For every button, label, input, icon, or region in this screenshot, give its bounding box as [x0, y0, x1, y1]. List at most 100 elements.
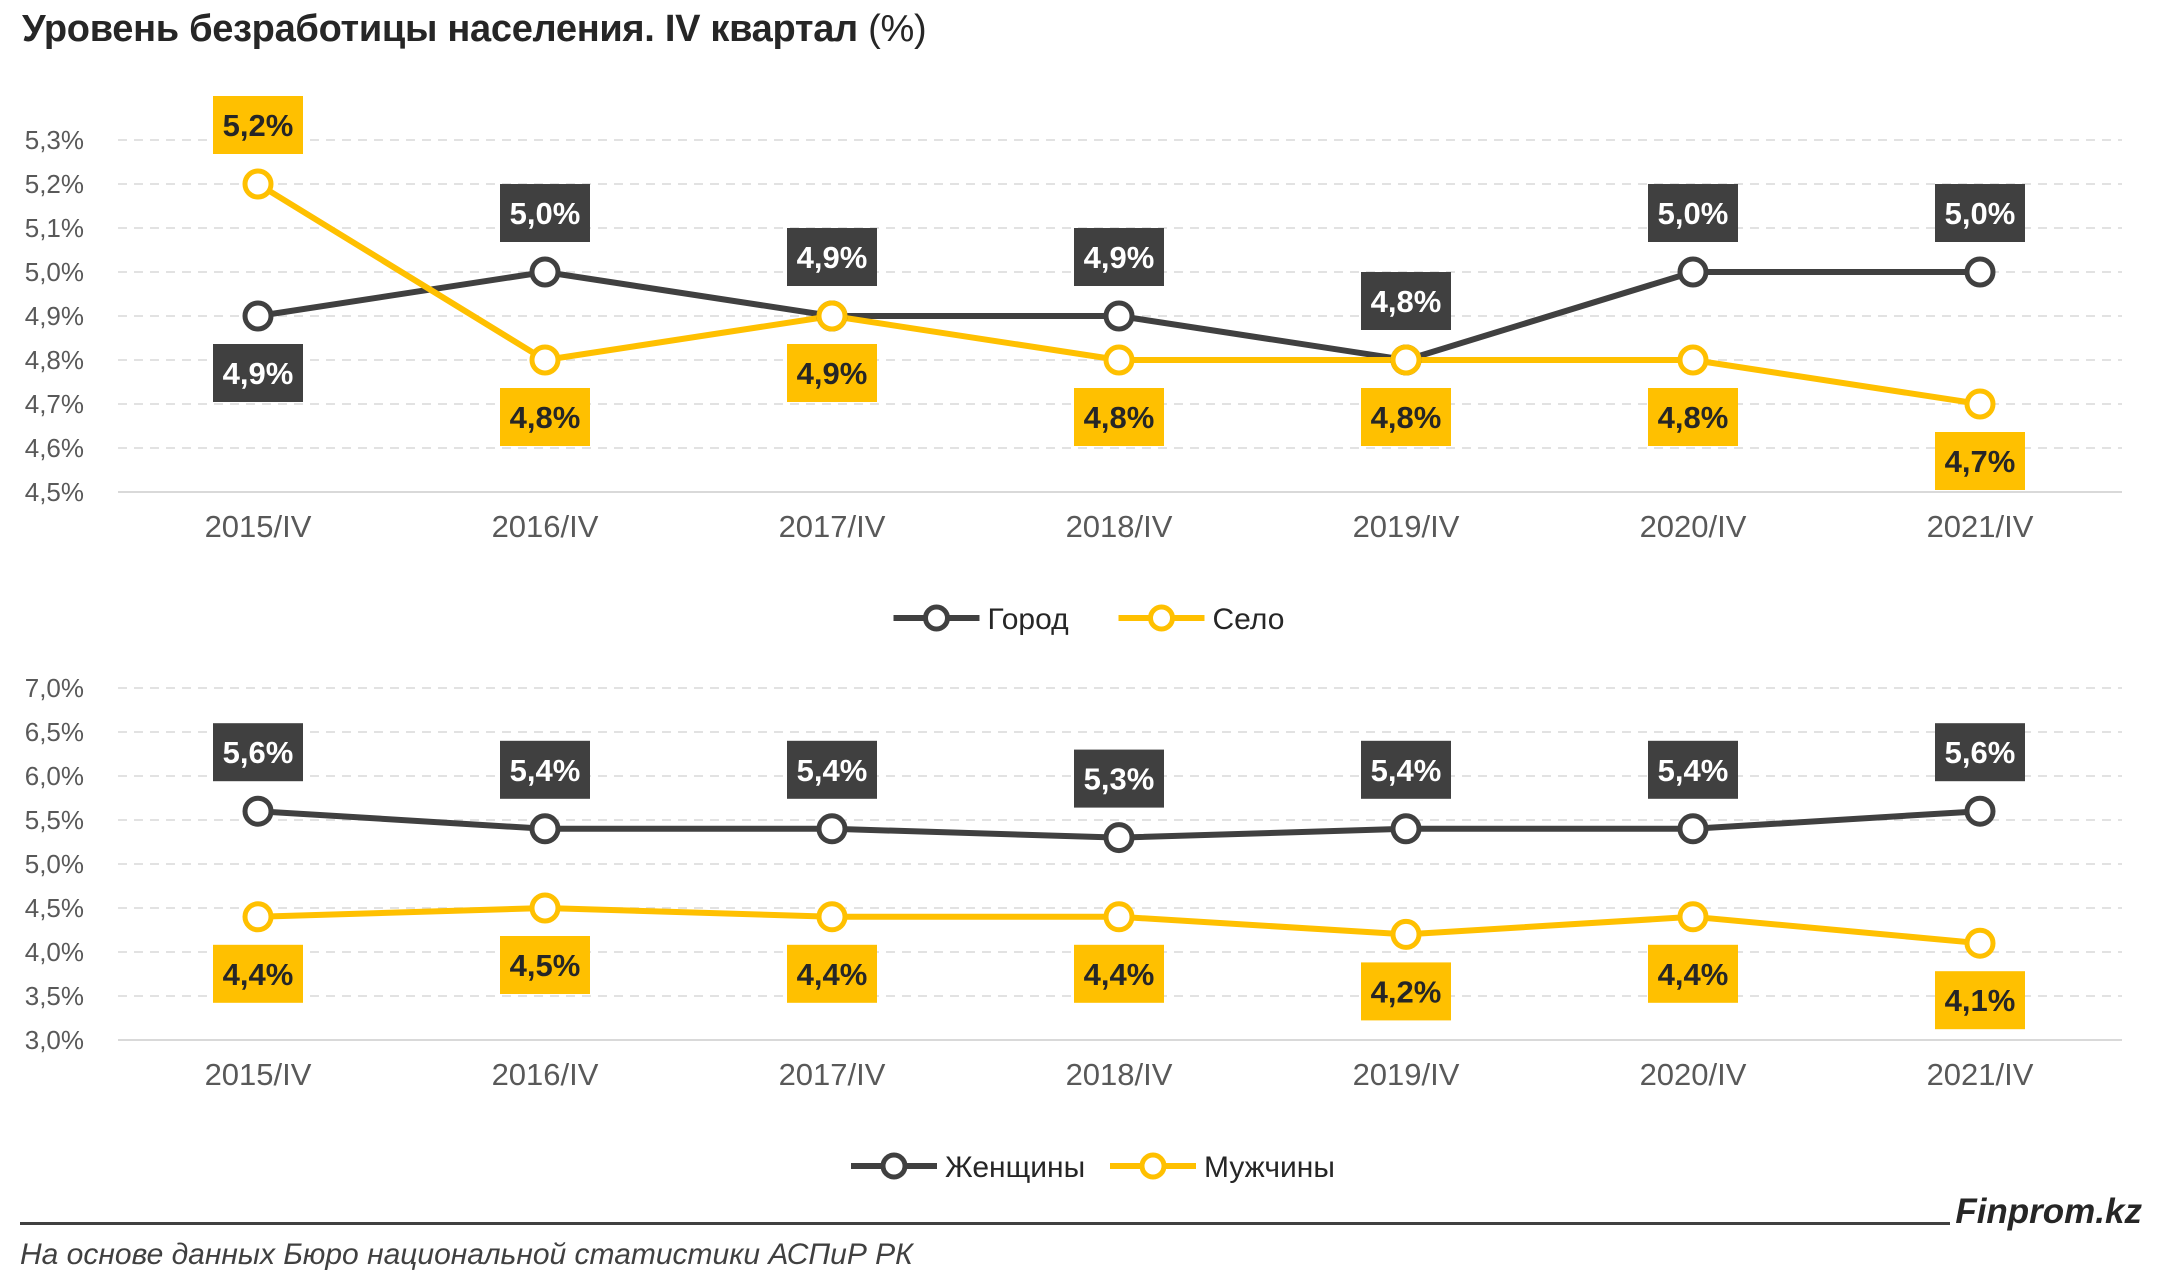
data-label-box	[213, 723, 303, 782]
y-tick-label: 5,2%	[25, 169, 84, 199]
data-label-text: 4,8%	[1371, 284, 1442, 319]
data-label: 4,8%	[1074, 388, 1164, 446]
data-label: 4,2%	[1361, 962, 1451, 1021]
x-tick-label: 2017/IV	[779, 1057, 886, 1092]
data-label-box	[1074, 749, 1164, 808]
data-label: 5,2%	[213, 96, 303, 154]
data-point	[1964, 256, 1996, 288]
legend-item-0: Женщины	[851, 1151, 1085, 1184]
data-label-box	[787, 344, 877, 402]
data-label-text: 5,3%	[1084, 762, 1155, 797]
title-text: Уровень безработицы населения. IV кварта…	[22, 8, 858, 50]
data-point	[1390, 344, 1422, 376]
data-label-text: 4,4%	[1658, 957, 1729, 992]
data-point	[816, 300, 848, 332]
x-tick-label: 2021/IV	[1927, 1057, 2034, 1092]
y-tick-label: 5,5%	[25, 805, 84, 835]
y-tick-label: 4,9%	[25, 301, 84, 331]
y-tick-label: 7,0%	[25, 673, 84, 703]
data-label: 4,9%	[787, 344, 877, 402]
legend-marker	[1148, 604, 1175, 632]
legend-item-1: Мужчины	[1110, 1151, 1335, 1184]
data-point	[1677, 256, 1709, 288]
data-label-box	[213, 96, 303, 154]
legend-item-0: Город	[893, 603, 1069, 636]
legend-marker	[923, 604, 950, 632]
data-label-box	[1935, 432, 2025, 490]
data-label: 5,6%	[1935, 723, 2025, 782]
data-label: 5,0%	[1935, 184, 2025, 242]
data-label-box	[1074, 944, 1164, 1003]
y-tick-label: 4,0%	[25, 937, 84, 967]
y-tick-label: 4,6%	[25, 433, 84, 463]
data-point	[529, 256, 561, 288]
data-label-box	[213, 344, 303, 402]
data-label-text: 4,4%	[1084, 957, 1155, 992]
data-label-box	[1935, 971, 2025, 1030]
data-point	[816, 901, 848, 933]
legend-label: Женщины	[945, 1151, 1085, 1184]
data-label-box	[1648, 740, 1738, 799]
y-tick-label: 4,8%	[25, 345, 84, 375]
x-tick-label: 2020/IV	[1640, 1057, 1747, 1092]
data-label-text: 5,2%	[223, 108, 294, 143]
source-note: На основе данных Бюро национальной стати…	[20, 1238, 913, 1271]
data-label-text: 4,8%	[1658, 400, 1729, 435]
data-label: 4,8%	[1361, 388, 1451, 446]
x-tick-label: 2017/IV	[779, 509, 886, 544]
data-label: 5,4%	[1648, 740, 1738, 799]
y-tick-label: 4,5%	[25, 477, 84, 507]
data-label-box	[500, 936, 590, 994]
data-point	[529, 344, 561, 376]
data-label-text: 4,2%	[1371, 974, 1442, 1009]
data-label: 4,8%	[1648, 388, 1738, 446]
data-label-box	[1648, 388, 1738, 446]
data-label-text: 5,0%	[1658, 196, 1729, 231]
data-label-box	[1935, 184, 2025, 242]
data-label-box	[787, 740, 877, 799]
data-point	[242, 168, 274, 200]
data-point	[1390, 813, 1422, 845]
x-tick-label: 2019/IV	[1353, 509, 1460, 544]
data-point	[529, 813, 561, 845]
data-point	[1677, 813, 1709, 845]
x-tick-label: 2016/IV	[492, 1057, 599, 1092]
data-label: 4,7%	[1935, 432, 2025, 490]
footer-divider	[20, 1222, 1950, 1225]
data-label-box	[1361, 388, 1451, 446]
data-label-box	[1935, 723, 2025, 782]
data-point	[1677, 901, 1709, 933]
x-tick-label: 2019/IV	[1353, 1057, 1460, 1092]
data-label: 5,6%	[213, 723, 303, 782]
legend-marker	[880, 1152, 908, 1180]
data-label-text: 4,5%	[510, 948, 581, 983]
brand-logo: Finprom.kz	[1955, 1192, 2142, 1231]
data-label: 4,9%	[1074, 228, 1164, 286]
x-tick-label: 2015/IV	[205, 1057, 312, 1092]
legend-label: Мужчины	[1204, 1151, 1335, 1184]
x-tick-label: 2016/IV	[492, 509, 599, 544]
data-label: 5,0%	[1648, 184, 1738, 242]
data-point	[529, 892, 561, 924]
data-point	[1103, 901, 1135, 933]
data-point	[1964, 795, 1996, 827]
data-point	[1964, 388, 1996, 420]
data-label-text: 5,4%	[1658, 753, 1729, 788]
chart-women-men: 3,0% 3,5% 4,0% 4,5% 5,0% 5,5% 6,0% 6,5% 7,0% 2015…	[25, 673, 2122, 1184]
data-point	[242, 901, 274, 933]
data-point	[1103, 300, 1135, 332]
data-label: 4,4%	[213, 944, 303, 1003]
data-label-text: 5,6%	[1945, 735, 2016, 770]
y-tick-label: 5,0%	[25, 257, 84, 287]
y-tick-label: 5,1%	[25, 213, 84, 243]
data-label-box	[1648, 944, 1738, 1003]
data-point	[1964, 927, 1996, 959]
y-tick-label: 5,3%	[25, 125, 84, 155]
data-label: 5,4%	[787, 740, 877, 799]
data-point	[816, 813, 848, 845]
data-label-text: 4,1%	[1945, 983, 2016, 1018]
data-label-text: 4,4%	[797, 957, 868, 992]
data-label: 4,8%	[500, 388, 590, 446]
data-point	[1677, 344, 1709, 376]
